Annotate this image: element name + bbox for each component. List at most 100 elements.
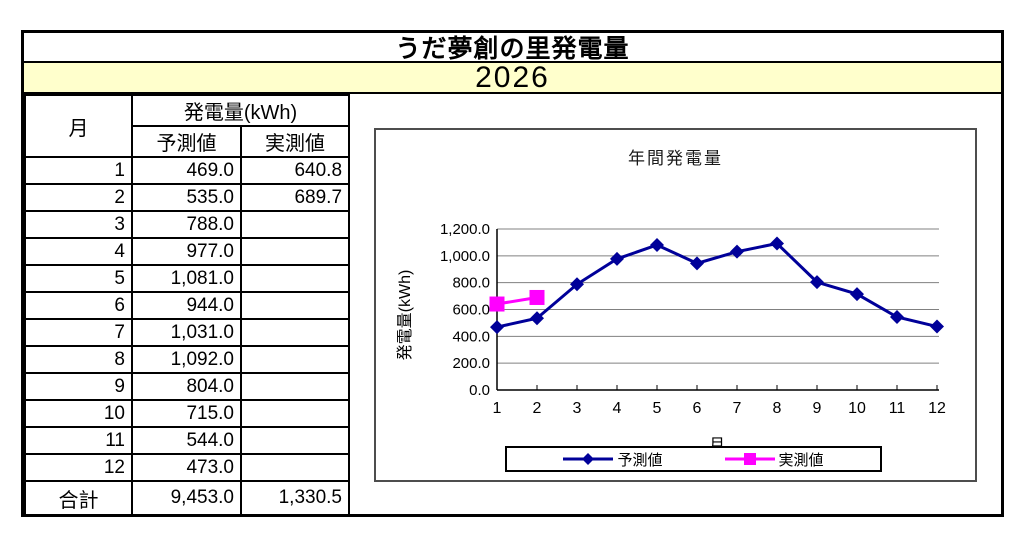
cell-month: 11 bbox=[24, 426, 133, 455]
cell-month: 9 bbox=[24, 372, 133, 401]
xtick-label: 2 bbox=[533, 400, 542, 417]
cell-month: 1 bbox=[24, 156, 133, 185]
series-point-0 bbox=[530, 311, 544, 326]
table-row: 10 715.0 bbox=[24, 399, 351, 428]
col-header-forecast: 予測値 bbox=[131, 125, 242, 158]
table-row: 9 804.0 bbox=[24, 372, 351, 401]
ytick-label: 600.0 bbox=[452, 302, 490, 319]
series-point-0 bbox=[570, 277, 584, 292]
cell-actual bbox=[239, 237, 351, 266]
total-forecast: 9,453.0 bbox=[131, 480, 242, 516]
cell-month: 7 bbox=[24, 318, 133, 347]
col-header-group: 発電量(kWh) bbox=[130, 94, 351, 127]
cell-actual bbox=[239, 264, 351, 293]
report-frame: うだ夢創の里発電量 2026 月 発電量(kWh) 予測値 実測値 1 bbox=[21, 30, 1004, 517]
table-row: 4 977.0 bbox=[24, 237, 351, 266]
total-label: 合計 bbox=[24, 480, 133, 516]
cell-forecast: 977.0 bbox=[131, 237, 242, 266]
series-point-0 bbox=[650, 237, 664, 252]
chart-box: 年間発電量 0.0 200.0 400.0 600.0 800.0 1,000.0 1,20… bbox=[374, 128, 977, 482]
ytick-label: 1,000.0 bbox=[440, 248, 490, 265]
xtick-label: 4 bbox=[613, 400, 622, 417]
cell-actual bbox=[239, 291, 351, 320]
series-point-0 bbox=[770, 236, 784, 251]
table-row: 3 788.0 bbox=[24, 210, 351, 239]
legend-item-0: 予測値 bbox=[563, 449, 663, 470]
table-row: 6 944.0 bbox=[24, 291, 351, 320]
ytick-label: 400.0 bbox=[452, 328, 490, 345]
series-point-1 bbox=[529, 289, 545, 305]
col-header-month: 月 bbox=[24, 94, 133, 158]
cell-forecast: 1,092.0 bbox=[131, 345, 242, 374]
xtick-label: 9 bbox=[813, 400, 822, 417]
series-point-0 bbox=[930, 319, 944, 334]
generation-table: 月 発電量(kWh) 予測値 実測値 1 469.0 640.8 2 535.0 689.… bbox=[24, 94, 351, 516]
xtick-label: 6 bbox=[693, 400, 702, 417]
legend-marker-icon bbox=[724, 453, 775, 465]
legend-label: 実測値 bbox=[778, 451, 824, 469]
series-point-0 bbox=[490, 320, 504, 335]
cell-forecast: 535.0 bbox=[131, 183, 242, 212]
cell-month: 6 bbox=[24, 291, 133, 320]
xtick-label: 8 bbox=[773, 400, 782, 417]
cell-actual bbox=[239, 210, 351, 239]
xtick-label: 12 bbox=[928, 400, 946, 417]
xtick-label: 7 bbox=[733, 400, 742, 417]
xtick-label: 1 bbox=[493, 400, 502, 417]
table-row: 2 535.0 689.7 bbox=[24, 183, 351, 212]
cell-forecast: 469.0 bbox=[131, 156, 242, 185]
cell-forecast: 1,031.0 bbox=[131, 318, 242, 347]
cell-month: 12 bbox=[24, 453, 133, 482]
cell-actual bbox=[239, 426, 351, 455]
cell-actual bbox=[239, 345, 351, 374]
table-body: 1 469.0 640.8 2 535.0 689.7 3 788.0 4 977.0 5 1,081… bbox=[24, 156, 351, 482]
report-body: 月 発電量(kWh) 予測値 実測値 1 469.0 640.8 2 535.0 689.… bbox=[24, 94, 1001, 516]
year-banner: 2026 bbox=[24, 61, 1001, 94]
table-row: 5 1,081.0 bbox=[24, 264, 351, 293]
chart-yaxis-label: 発電量(kWh) bbox=[396, 270, 414, 361]
ytick-label: 200.0 bbox=[452, 355, 490, 372]
cell-actual: 640.8 bbox=[239, 156, 351, 185]
cell-actual bbox=[239, 372, 351, 401]
cell-forecast: 788.0 bbox=[131, 210, 242, 239]
xtick-label: 3 bbox=[573, 400, 582, 417]
chart-legend: 予測値 実測値 bbox=[505, 446, 882, 472]
cell-month: 2 bbox=[24, 183, 133, 212]
table-row: 8 1,092.0 bbox=[24, 345, 351, 374]
col-header-actual: 実測値 bbox=[239, 125, 351, 158]
xtick-label: 10 bbox=[848, 400, 866, 417]
cell-forecast: 804.0 bbox=[131, 372, 242, 401]
series-point-0 bbox=[810, 275, 824, 290]
series-point-0 bbox=[690, 256, 704, 271]
cell-month: 4 bbox=[24, 237, 133, 266]
series-point-0 bbox=[850, 287, 864, 302]
series-line-0 bbox=[496, 241, 938, 329]
legend-marker-icon bbox=[563, 453, 614, 465]
ytick-label: 800.0 bbox=[452, 275, 490, 292]
xtick-label: 11 bbox=[889, 400, 906, 417]
cell-actual bbox=[239, 318, 351, 347]
table-row: 11 544.0 bbox=[24, 426, 351, 455]
series-point-0 bbox=[890, 310, 904, 325]
cell-forecast: 544.0 bbox=[131, 426, 242, 455]
cell-month: 3 bbox=[24, 210, 133, 239]
cell-forecast: 715.0 bbox=[131, 399, 242, 428]
series-point-0 bbox=[730, 244, 744, 259]
cell-month: 10 bbox=[24, 399, 133, 428]
cell-month: 5 bbox=[24, 264, 133, 293]
series-point-1 bbox=[489, 296, 505, 312]
cell-actual: 689.7 bbox=[239, 183, 351, 212]
table-row: 12 473.0 bbox=[24, 453, 351, 482]
table-row: 1 469.0 640.8 bbox=[24, 156, 351, 185]
cell-forecast: 944.0 bbox=[131, 291, 242, 320]
total-actual: 1,330.5 bbox=[239, 480, 351, 516]
cell-forecast: 473.0 bbox=[131, 453, 242, 482]
legend-label: 予測値 bbox=[617, 451, 663, 469]
ytick-label: 0.0 bbox=[469, 382, 490, 399]
gridlines bbox=[497, 228, 939, 391]
cell-forecast: 1,081.0 bbox=[131, 264, 242, 293]
cell-month: 8 bbox=[24, 345, 133, 374]
table-row: 7 1,031.0 bbox=[24, 318, 351, 347]
legend-item-1: 実測値 bbox=[724, 449, 824, 470]
ytick-label: 1,200.0 bbox=[440, 221, 490, 238]
